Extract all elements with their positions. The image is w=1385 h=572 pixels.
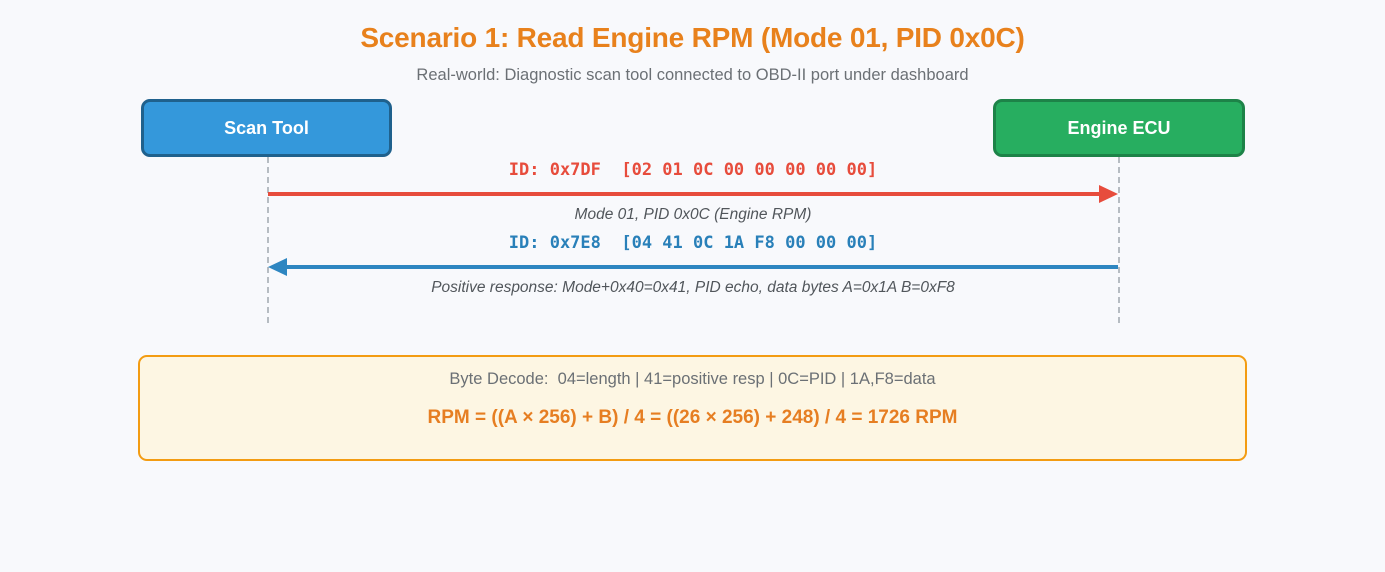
actor-scan-tool[interactable]: Scan Tool [141,99,392,157]
page-title: Scenario 1: Read Engine RPM (Mode 01, PI… [360,22,1025,53]
response-message-label: ID: 0x7E8 [04 41 0C 1A F8 00 00 00] [508,233,878,253]
page-subtitle: Real-world: Diagnostic scan tool connect… [416,66,969,84]
byte-decode-callout: Byte Decode: 04=length | 41=positive res… [138,355,1247,461]
lifeline-scan-tool [267,157,269,323]
request-arrowhead-icon [1099,185,1118,203]
response-message-sublabel: Positive response: Mode+0x40=0x41, PID e… [431,279,955,296]
actor-engine-ecu[interactable]: Engine ECU [993,99,1245,157]
request-message-sublabel: Mode 01, PID 0x0C (Engine RPM) [574,206,812,223]
request-arrow-line [268,192,1101,196]
response-arrow-line [286,265,1118,269]
rpm-formula-text: RPM = ((A × 256) + B) / 4 = ((26 × 256) … [427,407,958,428]
actor-scan-tool-label: Scan Tool [224,117,309,138]
actor-engine-ecu-label: Engine ECU [1067,117,1171,138]
response-arrowhead-icon [268,258,287,276]
byte-decode-text: Byte Decode: 04=length | 41=positive res… [449,370,936,388]
request-message-label: ID: 0x7DF [02 01 0C 00 00 00 00 00] [508,160,878,180]
lifeline-engine-ecu [1118,157,1120,323]
